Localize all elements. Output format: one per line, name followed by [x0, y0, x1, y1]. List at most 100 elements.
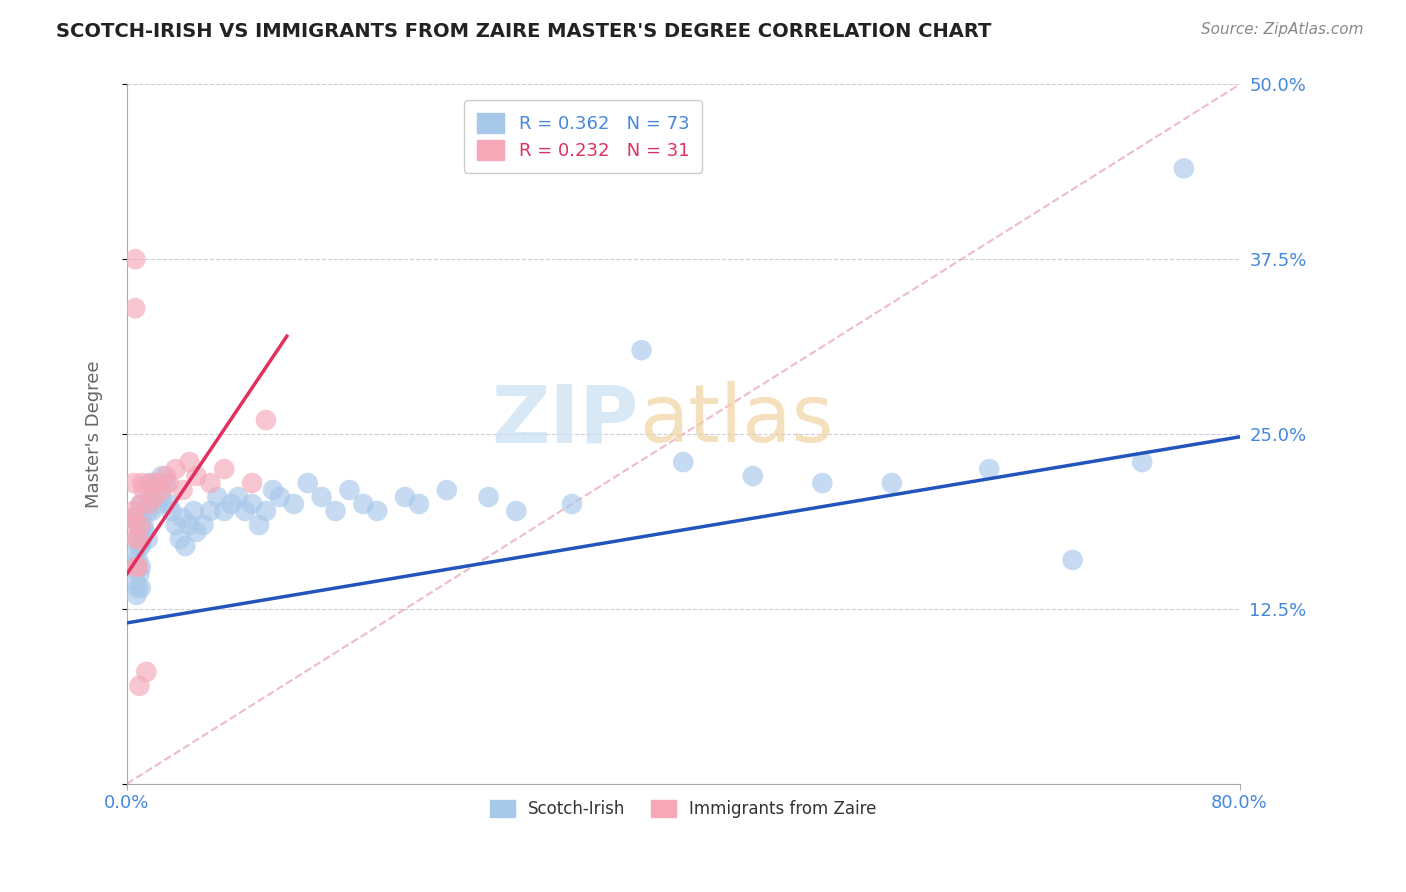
Point: [124, 574, 146, 588]
Point: [1062, 553, 1084, 567]
Point: [128, 539, 150, 553]
Point: [165, 462, 187, 476]
Point: [979, 462, 1001, 476]
Point: [143, 490, 166, 504]
Point: [254, 413, 277, 427]
Point: [172, 511, 194, 525]
Point: [561, 497, 583, 511]
Point: [366, 504, 388, 518]
Point: [127, 553, 149, 567]
Point: [155, 469, 177, 483]
Point: [131, 504, 153, 518]
Point: [139, 490, 162, 504]
Point: [672, 455, 695, 469]
Point: [136, 532, 159, 546]
Point: [129, 497, 152, 511]
Point: [127, 581, 149, 595]
Point: [150, 469, 173, 483]
Point: [146, 497, 169, 511]
Point: [150, 490, 173, 504]
Point: [436, 483, 458, 497]
Point: [150, 483, 173, 497]
Point: [741, 469, 763, 483]
Point: [141, 476, 163, 491]
Point: [1173, 161, 1195, 176]
Point: [132, 518, 155, 533]
Point: [339, 483, 361, 497]
Point: [174, 539, 197, 553]
Point: [125, 532, 148, 546]
Point: [179, 455, 201, 469]
Point: [141, 504, 163, 518]
Point: [157, 476, 180, 491]
Point: [311, 490, 333, 504]
Point: [129, 560, 152, 574]
Point: [122, 476, 145, 491]
Point: [160, 504, 183, 518]
Point: [179, 518, 201, 533]
Point: [127, 518, 149, 533]
Point: [200, 504, 222, 518]
Point: [121, 511, 143, 525]
Point: [125, 560, 148, 574]
Point: [122, 504, 145, 518]
Legend: Scotch-Irish, Immigrants from Zaire: Scotch-Irish, Immigrants from Zaire: [484, 793, 883, 824]
Point: [186, 469, 208, 483]
Point: [135, 665, 157, 679]
Point: [226, 490, 249, 504]
Point: [122, 511, 145, 525]
Point: [200, 476, 222, 491]
Point: [124, 301, 146, 316]
Point: [125, 532, 148, 546]
Point: [124, 252, 146, 267]
Point: [408, 497, 430, 511]
Point: [172, 483, 194, 497]
Point: [880, 476, 903, 491]
Point: [240, 497, 263, 511]
Point: [214, 462, 236, 476]
Point: [127, 532, 149, 546]
Text: ZIP: ZIP: [492, 381, 638, 459]
Text: atlas: atlas: [638, 381, 834, 459]
Point: [157, 497, 180, 511]
Point: [128, 566, 150, 581]
Point: [127, 560, 149, 574]
Point: [505, 504, 527, 518]
Point: [134, 524, 156, 539]
Point: [129, 581, 152, 595]
Point: [325, 504, 347, 518]
Point: [129, 518, 152, 533]
Point: [125, 588, 148, 602]
Point: [129, 497, 152, 511]
Point: [143, 476, 166, 491]
Point: [207, 490, 229, 504]
Point: [128, 679, 150, 693]
Point: [124, 546, 146, 560]
Point: [169, 532, 191, 546]
Point: [146, 476, 169, 491]
Point: [262, 483, 284, 497]
Point: [233, 504, 256, 518]
Text: Source: ZipAtlas.com: Source: ZipAtlas.com: [1201, 22, 1364, 37]
Point: [183, 504, 205, 518]
Point: [219, 497, 242, 511]
Point: [138, 476, 160, 491]
Point: [283, 497, 305, 511]
Point: [247, 518, 270, 533]
Point: [165, 518, 187, 533]
Point: [240, 476, 263, 491]
Point: [131, 476, 153, 491]
Point: [1130, 455, 1153, 469]
Point: [131, 532, 153, 546]
Point: [811, 476, 834, 491]
Point: [254, 504, 277, 518]
Point: [193, 518, 215, 533]
Point: [129, 518, 152, 533]
Point: [129, 539, 152, 553]
Point: [155, 476, 177, 491]
Text: SCOTCH-IRISH VS IMMIGRANTS FROM ZAIRE MASTER'S DEGREE CORRELATION CHART: SCOTCH-IRISH VS IMMIGRANTS FROM ZAIRE MA…: [56, 22, 991, 41]
Point: [136, 504, 159, 518]
Point: [214, 504, 236, 518]
Point: [394, 490, 416, 504]
Point: [477, 490, 499, 504]
